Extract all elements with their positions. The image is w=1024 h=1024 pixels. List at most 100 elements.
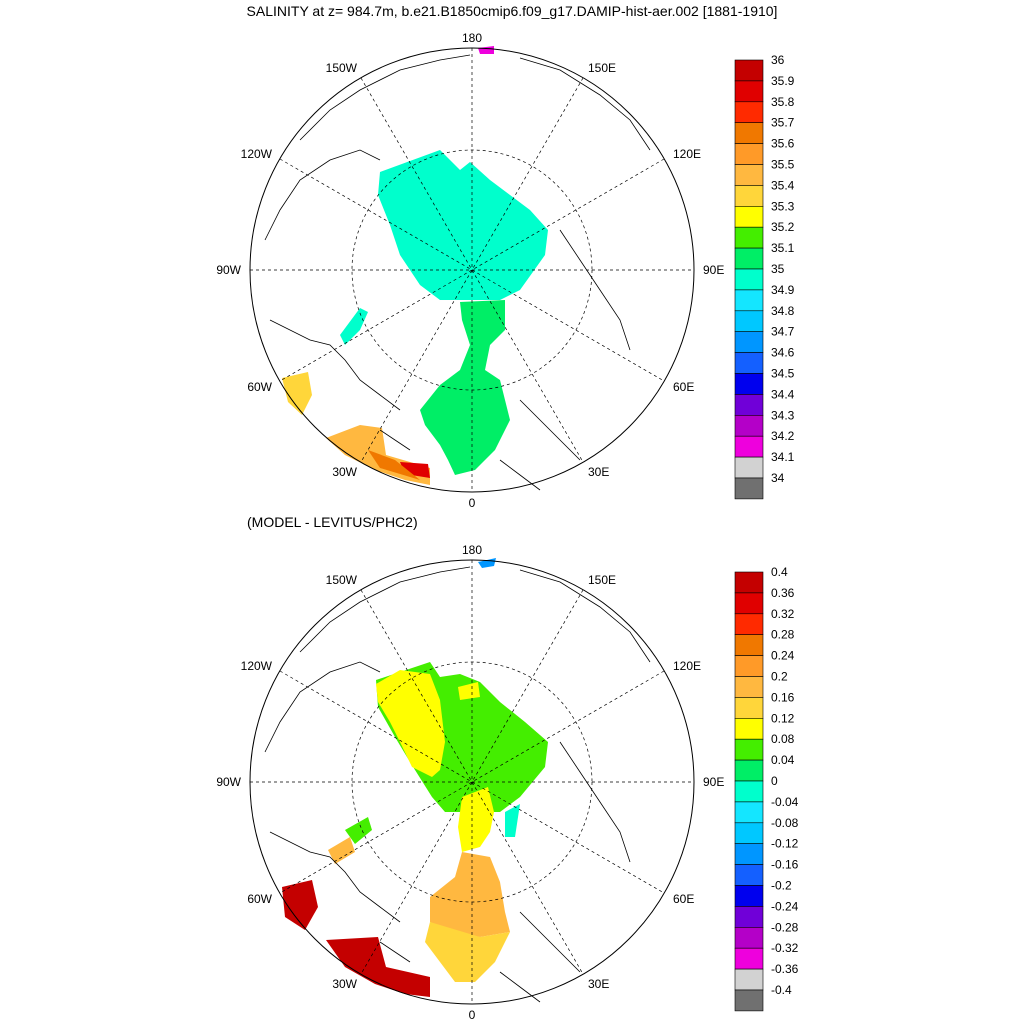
lon-label-120e: 120E xyxy=(673,147,701,161)
colorbar-swatch xyxy=(734,456,764,479)
colorbar-swatch xyxy=(734,247,764,270)
colorbar-swatch xyxy=(734,164,764,186)
colorbar-swatch xyxy=(734,571,764,594)
lon-label-30e: 30E xyxy=(588,977,609,991)
difference-map-boundary xyxy=(249,559,695,1005)
colorbar-swatch xyxy=(734,59,764,82)
colorbar-swatch xyxy=(734,759,764,782)
colorbar-swatch xyxy=(734,477,764,500)
lon-label-120w: 120W xyxy=(241,147,273,161)
difference-region-barents-edge xyxy=(505,804,520,837)
colorbar-label: 34.8 xyxy=(771,304,795,318)
colorbar-swatch xyxy=(734,394,764,416)
colorbar-swatch xyxy=(734,435,764,458)
difference-field xyxy=(282,558,548,997)
colorbar-label: 35.2 xyxy=(771,220,795,234)
colorbar-label: 34.5 xyxy=(771,367,795,381)
salinity-region-labrador xyxy=(282,372,312,415)
colorbar-label: 34 xyxy=(771,471,785,485)
colorbar-label: 35.7 xyxy=(771,116,795,130)
colorbar-label: 34.1 xyxy=(771,450,795,464)
colorbar-label: -0.12 xyxy=(771,837,799,851)
salinity-graticule xyxy=(250,48,694,492)
difference-panel: 180 0 90W 90E 150W 150E 120W 120E 60W 60… xyxy=(0,512,1024,1024)
colorbar-label: 35 xyxy=(771,262,785,276)
difference-region-nordic-lower xyxy=(425,922,510,982)
colorbar-label: -0.32 xyxy=(771,941,799,955)
lon-label-90w: 90W xyxy=(216,775,241,789)
lon-label-0: 0 xyxy=(469,496,476,510)
colorbar-label: 0.2 xyxy=(771,670,788,684)
colorbar-label: -0.28 xyxy=(771,920,799,934)
lon-label-150w: 150W xyxy=(326,573,358,587)
salinity-field xyxy=(282,46,548,485)
colorbar-swatch xyxy=(734,947,764,970)
colorbar-label: 0.16 xyxy=(771,690,795,704)
lon-label-60e: 60E xyxy=(673,892,694,906)
colorbar-label: -0.36 xyxy=(771,962,799,976)
lon-label-60w: 60W xyxy=(247,892,272,906)
colorbar-label: 0.08 xyxy=(771,732,795,746)
colorbar-swatch xyxy=(734,843,764,865)
colorbar-label: 35.8 xyxy=(771,95,795,109)
colorbar-label: 35.4 xyxy=(771,178,795,192)
salinity-map: 180 0 90W 90E 150W 150E 120W 120E 60W 60… xyxy=(216,31,795,510)
colorbar-swatch xyxy=(734,206,764,228)
salinity-region-nordic xyxy=(420,300,510,475)
colorbar-swatch xyxy=(734,780,764,803)
salinity-map-boundary xyxy=(249,47,695,493)
difference-region-lomonosov xyxy=(458,682,480,700)
colorbar-label: 0.32 xyxy=(771,607,795,621)
colorbar-label: -0.4 xyxy=(771,983,792,997)
colorbar-swatch xyxy=(734,718,764,740)
colorbar-label: 34.6 xyxy=(771,346,795,360)
colorbar-swatch xyxy=(734,885,764,907)
lon-label-150e: 150E xyxy=(588,61,616,75)
colorbar-swatch xyxy=(734,801,764,824)
colorbar-swatch xyxy=(734,101,764,124)
colorbar-label: 34.4 xyxy=(771,387,795,401)
salinity-region-bering xyxy=(478,46,494,54)
colorbar-swatch xyxy=(734,352,764,374)
lon-label-30w: 30W xyxy=(332,465,357,479)
colorbar-swatch xyxy=(734,331,764,353)
colorbar-swatch xyxy=(734,268,764,291)
colorbar-label: 34.7 xyxy=(771,325,795,339)
colorbar-label: 35.9 xyxy=(771,74,795,88)
difference-graticule xyxy=(250,560,694,1004)
salinity-region-atlantic-orange xyxy=(368,450,420,480)
lon-label-180: 180 xyxy=(462,31,482,45)
lon-label-120e: 120E xyxy=(673,659,701,673)
colorbar-label: 34.9 xyxy=(771,283,795,297)
colorbar-swatch xyxy=(734,634,764,656)
difference-region-fram xyxy=(458,787,494,852)
lon-label-90w: 90W xyxy=(216,263,241,277)
colorbar-swatch xyxy=(734,226,764,249)
lon-label-60e: 60E xyxy=(673,380,694,394)
colorbar-label: 34.3 xyxy=(771,408,795,422)
difference-region-labrador xyxy=(282,880,318,930)
colorbar-swatch xyxy=(734,989,764,1012)
lon-label-150e: 150E xyxy=(588,573,616,587)
colorbar-swatch xyxy=(734,968,764,991)
colorbar-label: 35.1 xyxy=(771,241,795,255)
panel-subtitle: (MODEL - LEVITUS/PHC2) xyxy=(247,514,418,530)
colorbar-swatch xyxy=(734,185,764,207)
colorbar-swatch xyxy=(734,80,764,103)
difference-region-baffin-green xyxy=(345,817,372,844)
salinity-colorbar: 36 35.9 35.8 35.7 35.6 35.5 35.4 35.3 35.2 35.1 35… xyxy=(734,53,795,500)
difference-region-canada-basin xyxy=(376,670,445,777)
colorbar-label: -0.16 xyxy=(771,858,799,872)
colorbar-swatch xyxy=(734,864,764,886)
lon-label-30e: 30E xyxy=(588,465,609,479)
colorbar-swatch xyxy=(734,822,764,844)
salinity-coastlines xyxy=(264,54,651,491)
lon-label-0: 0 xyxy=(469,1008,476,1022)
difference-region-baffin-orange xyxy=(328,837,355,864)
difference-coastlines xyxy=(264,566,651,1003)
colorbar-swatch xyxy=(734,414,764,437)
colorbar-label: 0 xyxy=(771,774,778,788)
colorbar-label: -0.08 xyxy=(771,816,799,830)
colorbar-swatch xyxy=(734,926,764,949)
colorbar-swatch xyxy=(734,697,764,719)
